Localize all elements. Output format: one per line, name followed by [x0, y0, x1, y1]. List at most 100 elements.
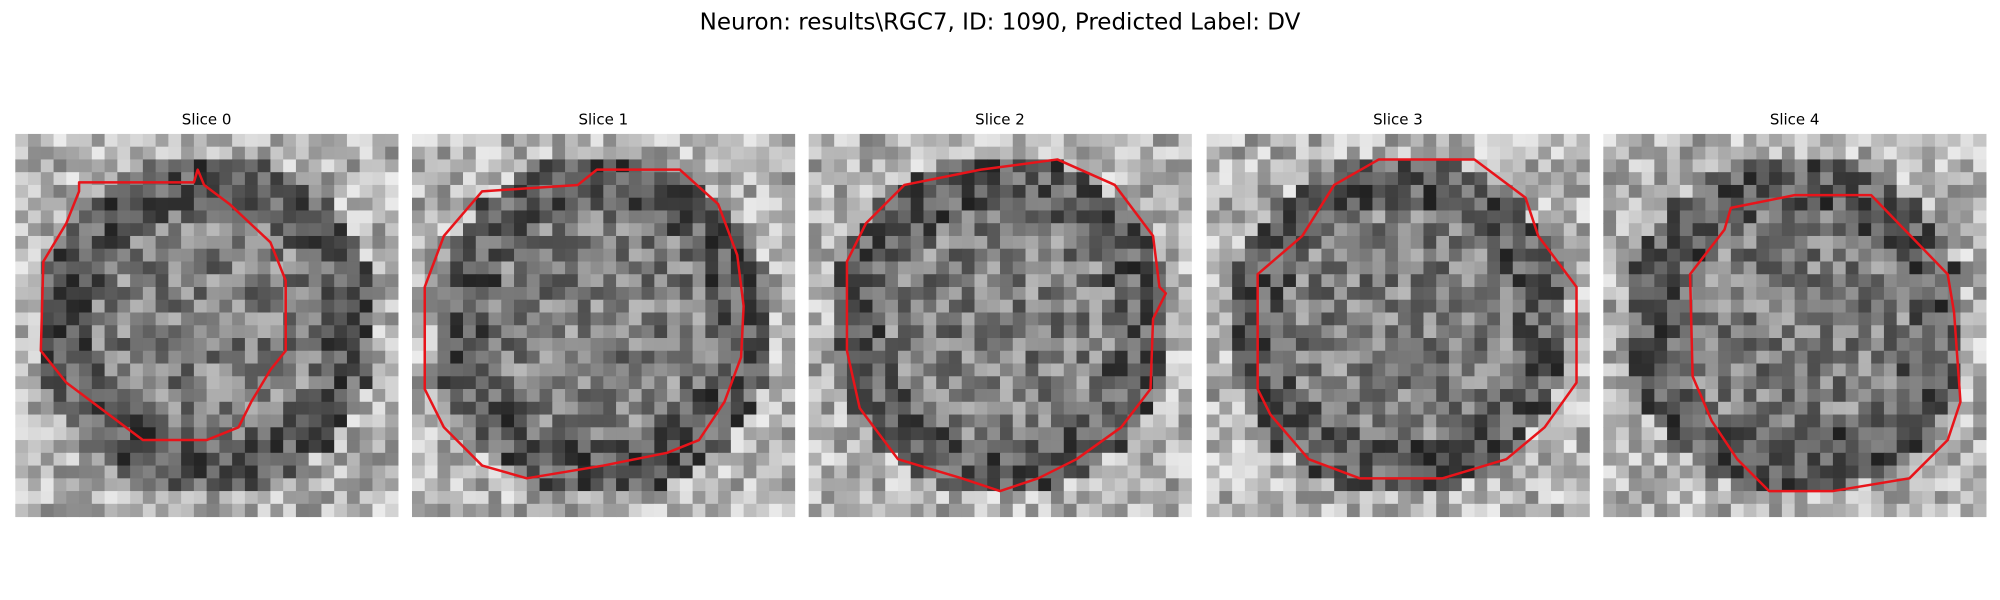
pixel	[206, 159, 220, 173]
pixel	[1114, 503, 1129, 518]
pixel	[372, 299, 386, 313]
pixel	[1346, 338, 1361, 352]
pixel	[1845, 248, 1859, 262]
pixel	[1308, 401, 1322, 416]
pixel	[781, 389, 796, 403]
pixel	[1206, 338, 1220, 352]
pixel	[130, 465, 144, 479]
pixel	[117, 427, 131, 441]
pixel	[168, 427, 182, 441]
pixel	[743, 223, 757, 237]
pixel	[1232, 286, 1246, 301]
pixel	[1563, 133, 1578, 148]
pixel	[1114, 491, 1129, 505]
pixel	[1896, 338, 1910, 352]
pixel	[219, 235, 233, 250]
pixel	[155, 414, 169, 428]
pixel	[808, 325, 822, 339]
pixel	[168, 223, 182, 237]
pixel	[53, 146, 67, 160]
pixel	[283, 248, 297, 262]
pixel	[15, 184, 29, 199]
pixel	[667, 478, 681, 492]
pixel	[385, 465, 399, 479]
pixel	[514, 172, 528, 186]
pixel	[603, 274, 617, 288]
pixel	[552, 223, 566, 237]
pixel	[15, 146, 29, 160]
pixel	[1321, 210, 1335, 224]
pixel	[781, 338, 796, 352]
pixel	[1781, 223, 1796, 237]
pixel	[1667, 338, 1681, 352]
pixel	[961, 235, 975, 250]
pixel	[1283, 427, 1297, 441]
pixel	[1654, 286, 1668, 301]
pixel	[1845, 223, 1859, 237]
pixel	[514, 427, 528, 441]
pixel	[91, 350, 106, 365]
pixel	[885, 389, 899, 403]
pixel	[501, 133, 515, 148]
pixel	[334, 261, 348, 275]
pixel	[206, 235, 220, 250]
pixel	[1448, 146, 1463, 160]
pixel	[718, 465, 732, 479]
pixel	[1219, 312, 1233, 326]
pixel	[488, 133, 502, 148]
pixel	[1025, 427, 1039, 441]
pixel	[667, 274, 681, 288]
pixel	[1114, 452, 1129, 467]
pixel	[948, 133, 963, 148]
pixel	[1063, 325, 1078, 339]
pixel	[872, 338, 886, 352]
pixel	[936, 235, 950, 250]
pixel	[1385, 503, 1399, 518]
pixel	[424, 427, 438, 441]
pixel	[346, 465, 361, 479]
pixel	[424, 452, 438, 467]
pixel	[872, 440, 886, 454]
pixel	[590, 274, 604, 288]
pixel	[769, 299, 783, 313]
pixel	[961, 325, 975, 339]
pixel	[28, 197, 42, 211]
pixel	[577, 274, 592, 288]
pixel	[359, 389, 373, 403]
pixel	[1308, 146, 1322, 160]
pixel	[1960, 465, 1974, 479]
pixel	[346, 184, 361, 199]
pixel	[40, 210, 55, 224]
pixel	[1346, 299, 1361, 313]
pixel	[79, 491, 93, 505]
pixel	[1461, 210, 1475, 224]
pixel	[923, 299, 937, 313]
pixel	[1372, 146, 1386, 160]
pixel	[1359, 338, 1373, 352]
pixel	[718, 172, 732, 186]
pixel	[603, 350, 617, 365]
pixel	[1089, 376, 1103, 390]
pixel	[974, 401, 988, 416]
pixel	[79, 440, 93, 454]
pixel	[628, 172, 643, 186]
pixel	[475, 235, 490, 250]
pixel	[1628, 261, 1643, 275]
pixel	[1896, 133, 1910, 148]
pixel	[526, 325, 541, 339]
pixel	[1165, 350, 1180, 365]
pixel	[117, 312, 131, 326]
pixel	[565, 133, 579, 148]
pixel	[1346, 503, 1361, 518]
pixel	[1334, 286, 1348, 301]
pixel	[321, 389, 335, 403]
pixel	[628, 350, 643, 365]
pixel	[1474, 261, 1488, 275]
pixel	[834, 325, 848, 339]
pixel	[1308, 184, 1322, 199]
pixel	[846, 172, 861, 186]
pixel	[1756, 389, 1770, 403]
pixel	[1372, 338, 1386, 352]
pixel	[552, 248, 566, 262]
pixel	[1832, 338, 1847, 352]
